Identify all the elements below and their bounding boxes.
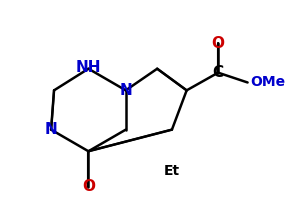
Text: O: O <box>212 36 225 51</box>
Text: C: C <box>212 65 224 80</box>
Text: Et: Et <box>164 164 180 178</box>
Text: N: N <box>119 83 132 98</box>
Text: N: N <box>45 122 57 137</box>
Text: OMe: OMe <box>251 76 286 90</box>
Text: O: O <box>82 179 95 194</box>
Text: NH: NH <box>76 60 101 75</box>
